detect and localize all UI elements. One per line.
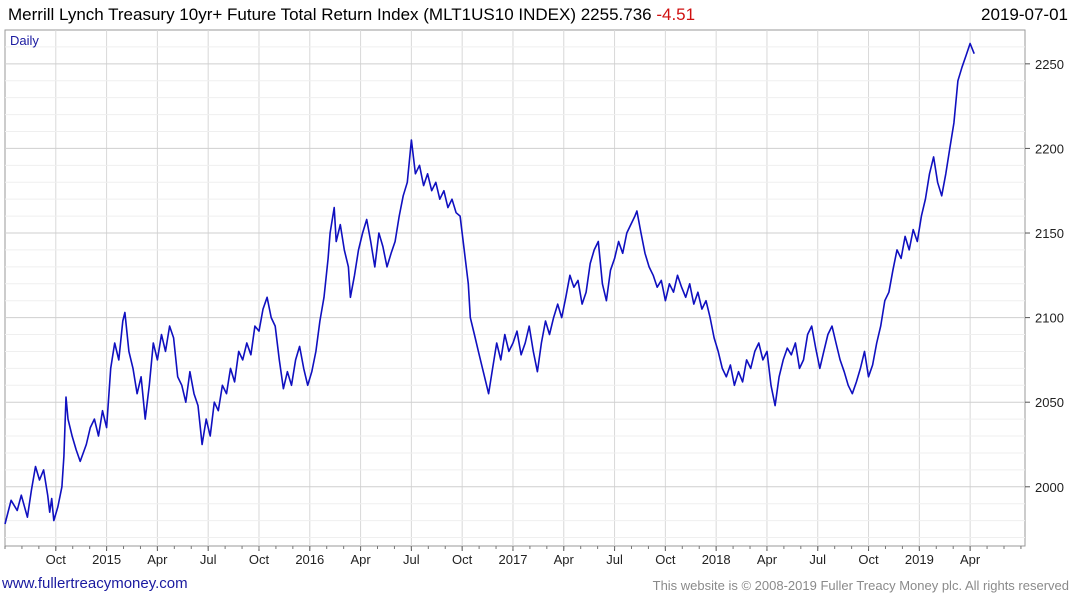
y-tick-label: 2000 bbox=[1035, 480, 1064, 495]
x-tick-label: Apr bbox=[350, 552, 371, 567]
x-tick-label: Apr bbox=[147, 552, 168, 567]
change-value: -4.51 bbox=[656, 5, 696, 24]
copyright-notice: This website is © 2008-2019 Fuller Treac… bbox=[652, 578, 1069, 593]
vertical-gridlines bbox=[55, 30, 971, 546]
series-line bbox=[4, 42, 975, 525]
x-tick-label: 2018 bbox=[702, 552, 731, 567]
x-tick-label: 2017 bbox=[499, 552, 528, 567]
y-tick-label: 2250 bbox=[1035, 57, 1064, 72]
x-tick-label: Apr bbox=[960, 552, 981, 567]
y-tick-label: 2050 bbox=[1035, 395, 1064, 410]
x-tick-label: 2016 bbox=[295, 552, 324, 567]
x-tick-label: Oct bbox=[858, 552, 879, 567]
x-tick-label: Oct bbox=[46, 552, 67, 567]
horizontal-gridlines bbox=[5, 46, 1025, 539]
x-tick-label: Oct bbox=[655, 552, 676, 567]
x-tick-label: Apr bbox=[757, 552, 778, 567]
x-tick-label: Oct bbox=[452, 552, 473, 567]
chart-date: 2019-07-01 bbox=[981, 5, 1068, 24]
x-tick-label: Jul bbox=[606, 552, 623, 567]
x-tick-label: Jul bbox=[809, 552, 826, 567]
site-link[interactable]: www.fullertreacymoney.com bbox=[2, 575, 188, 592]
y-tick-label: 2200 bbox=[1035, 141, 1064, 156]
y-axis: 2000 2050 2100 2150 2200 2250 bbox=[1025, 57, 1064, 495]
x-tick-label: 2015 bbox=[92, 552, 121, 567]
x-axis: Oct 2015 Apr Jul Oct 2016 Apr Jul Oct 2017 Apr Jul O… bbox=[4, 546, 1022, 567]
x-tick-label: Oct bbox=[249, 552, 270, 567]
chart-header: Merrill Lynch Treasury 10yr+ Future Tota… bbox=[0, 0, 1075, 30]
y-tick-label: 2150 bbox=[1035, 226, 1064, 241]
period-label: Daily bbox=[10, 33, 39, 48]
plot-area bbox=[4, 29, 1026, 547]
x-tick-label: Apr bbox=[554, 552, 575, 567]
title-text: Merrill Lynch Treasury 10yr+ Future Tota… bbox=[8, 5, 652, 24]
x-tick-label: 2019 bbox=[905, 552, 934, 567]
y-tick-label: 2100 bbox=[1035, 311, 1064, 326]
x-tick-label: Jul bbox=[200, 552, 217, 567]
chart-title: Merrill Lynch Treasury 10yr+ Future Tota… bbox=[8, 5, 695, 25]
x-tick-label: Jul bbox=[403, 552, 420, 567]
